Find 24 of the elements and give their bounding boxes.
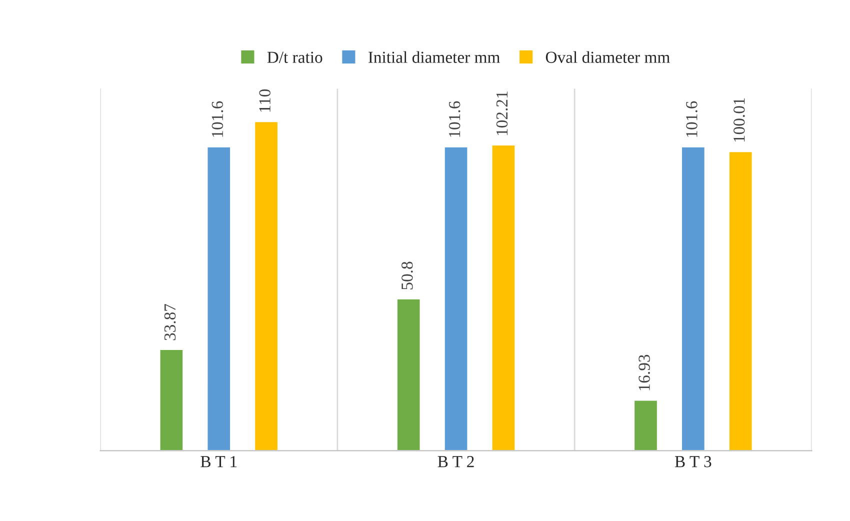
data-label: 16.93	[638, 354, 650, 390]
bar	[206, 146, 232, 451]
x-tick-label: B T 3	[674, 456, 712, 468]
data-label: 101.6	[212, 101, 224, 137]
bar	[158, 348, 184, 451]
data-label: 102.21	[496, 92, 508, 135]
bar	[443, 146, 469, 451]
bar	[728, 150, 754, 451]
bar	[254, 120, 279, 451]
bar	[633, 399, 658, 451]
bar	[396, 298, 422, 451]
x-tick-label: B T 1	[200, 456, 237, 468]
x-tick-label: B T 2	[438, 456, 474, 468]
data-label: 100.01	[734, 98, 745, 142]
data-label: 110	[259, 89, 270, 112]
legend-label: D/t ratio	[267, 52, 322, 63]
bar	[680, 146, 706, 451]
data-label: 101.6	[686, 101, 698, 137]
legend-label: Oval diameter mm	[546, 51, 670, 63]
bar	[490, 144, 516, 451]
legend-label: Initial diameter mm	[368, 51, 500, 63]
data-label: 50.8	[402, 262, 413, 290]
data-label: 33.87	[164, 304, 176, 340]
data-label: 101.6	[448, 101, 460, 137]
